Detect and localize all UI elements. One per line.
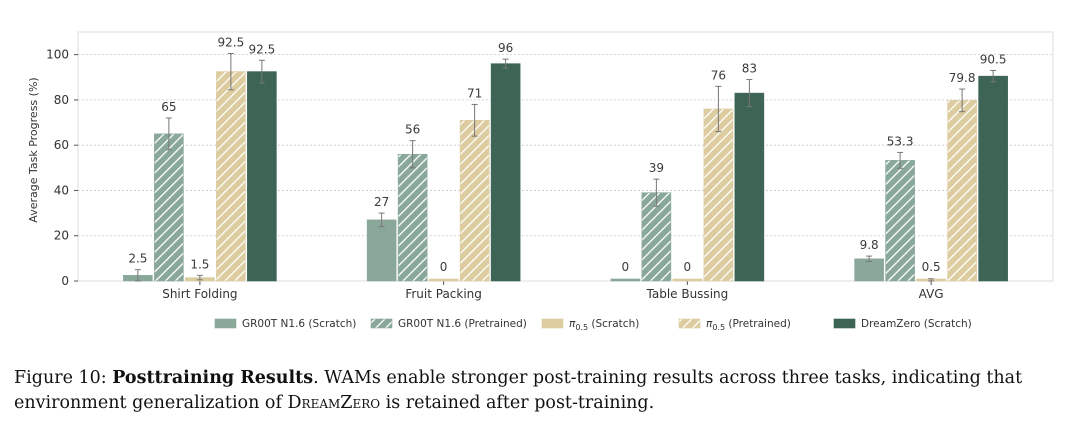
- data-label-2-2: 0: [684, 260, 692, 274]
- data-label-2-3: 76: [711, 68, 726, 82]
- bar-fruit-packing-series-1: [397, 153, 428, 282]
- y-tick-label-100: 100: [46, 48, 69, 62]
- caption-text-2: is retained after post-training.: [380, 393, 655, 413]
- data-label-1-0: 27: [374, 195, 389, 209]
- legend-label-3: π0.5 (Pretrained): [706, 318, 791, 332]
- bar-table-bussing-series-1: [641, 192, 672, 282]
- data-label-0-1: 65: [161, 100, 176, 114]
- legend-swatch-2: [541, 318, 564, 329]
- y-tick-label-60: 60: [54, 138, 69, 152]
- data-label-0-3: 92.5: [218, 36, 245, 50]
- y-axis-label: Average Task Progress (%): [27, 77, 40, 222]
- figure-caption: Figure 10: Posttraining Results. WAMs en…: [14, 366, 1074, 416]
- data-label-0-2: 1.5: [190, 257, 209, 271]
- legend: GR00T N1.6 (Scratch) GR00T N1.6 (Pretrain…: [214, 318, 972, 332]
- legend-label-2: π0.5 (Scratch): [569, 318, 639, 332]
- caption-text-1: . WAMs enable stronger post-training res…: [14, 368, 1023, 413]
- data-label-0-4: 92.5: [249, 42, 276, 56]
- bar-fruit-packing-series-3: [459, 119, 490, 282]
- bar-fruit-packing-series-4: [490, 63, 521, 282]
- bar-fruit-packing-series-0: [366, 219, 397, 282]
- legend-swatch-1: [370, 318, 393, 329]
- bar-shirt-folding-series-1: [154, 133, 184, 282]
- data-label-1-3: 71: [467, 86, 482, 100]
- data-label-1-2: 0: [440, 260, 448, 274]
- data-label-1-4: 96: [498, 41, 513, 55]
- y-tick-label-20: 20: [54, 229, 69, 243]
- bar-table-bussing-series-0: [610, 278, 641, 282]
- y-tick-label-40: 40: [54, 183, 69, 197]
- data-label-3-3: 79.8: [949, 71, 976, 85]
- data-label-0-0: 2.5: [128, 252, 147, 266]
- data-label-2-1: 39: [649, 161, 664, 175]
- x-tick-label-shirt-folding: Shirt Folding: [162, 287, 237, 301]
- axes: 0 20 40 60 80 100 Shirt Folding Fruit Packing Ta…: [46, 31, 1054, 301]
- bar-table-bussing-series-4: [734, 92, 765, 282]
- y-tick-label-0: 0: [61, 274, 69, 288]
- bar-table-bussing-series-2: [672, 278, 703, 282]
- caption-label: Figure 10:: [14, 368, 113, 388]
- data-label-3-4: 90.5: [980, 52, 1007, 66]
- legend-label-1: GR00T N1.6 (Pretrained): [398, 318, 527, 330]
- bar-avg-series-4: [978, 75, 1008, 282]
- data-label-1-1: 56: [405, 123, 420, 137]
- data-label-2-4: 83: [742, 62, 757, 76]
- data-label-3-0: 9.8: [860, 238, 879, 252]
- data-label-2-0: 0: [622, 260, 630, 274]
- plot-frame: [77, 31, 1054, 282]
- legend-swatch-3: [678, 318, 701, 329]
- legend-label-4: DreamZero (Scratch): [861, 318, 972, 330]
- bar-avg-series-1: [885, 160, 915, 282]
- data-label-3-1: 53.3: [887, 134, 914, 148]
- caption-bold-title: Posttraining Results: [112, 368, 314, 388]
- bar-avg-series-0: [854, 258, 884, 282]
- bar-shirt-folding-series-3: [216, 71, 246, 282]
- x-tick-label-fruit-packing: Fruit Packing: [405, 287, 482, 301]
- caption-dreamzero: DreamZero: [287, 393, 381, 413]
- bars: 2.5 65 1.5 92.5 92.5 27 56 0 71 96 0 39 0 76 83 9.8 53.3…: [123, 36, 1008, 282]
- bar-avg-series-3: [947, 100, 977, 282]
- bar-shirt-folding-series-4: [247, 71, 277, 282]
- bar-fruit-packing-series-2: [428, 278, 459, 282]
- chart: 0 20 40 60 80 100 Shirt Folding Fruit Packing Ta…: [27, 31, 1054, 332]
- legend-swatch-4: [833, 318, 856, 329]
- data-label-3-2: 0.5: [922, 260, 941, 274]
- legend-label-0: GR00T N1.6 (Scratch): [242, 318, 356, 330]
- legend-swatch-0: [214, 318, 237, 329]
- bar-table-bussing-series-3: [703, 108, 734, 282]
- x-tick-label-table-bussing: Table Bussing: [646, 287, 729, 301]
- x-tick-label-avg: AVG: [919, 287, 944, 301]
- y-tick-label-80: 80: [54, 93, 69, 107]
